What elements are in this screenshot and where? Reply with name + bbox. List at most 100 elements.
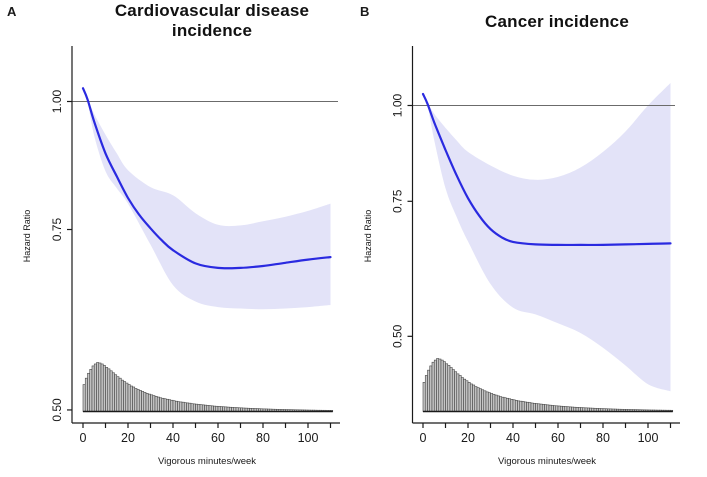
histogram-bar <box>553 405 557 412</box>
histogram-bar <box>458 375 462 412</box>
histogram-bar <box>433 359 437 412</box>
histogram-bar <box>143 392 147 412</box>
histogram-bar <box>494 394 498 412</box>
histogram-bar <box>183 402 187 412</box>
histogram-bar <box>154 396 158 412</box>
histogram-bar <box>213 405 217 412</box>
hazard-ratio-curve <box>421 92 672 247</box>
histogram-bar <box>177 401 181 412</box>
histogram-bar <box>120 379 124 412</box>
histogram-bar <box>188 402 192 412</box>
histogram-bar <box>539 403 543 412</box>
histogram-bar <box>114 374 118 412</box>
x-tick-label: 0 <box>80 431 87 445</box>
histogram-bar <box>472 384 476 412</box>
histogram-bar <box>100 363 104 412</box>
panel-label-a: A <box>7 4 17 19</box>
x-tick-label: 60 <box>211 431 225 445</box>
histogram-bar <box>499 396 503 412</box>
histogram-bar <box>138 390 142 412</box>
histogram-bar <box>559 405 563 412</box>
histogram-bar <box>445 363 449 412</box>
histogram-bar <box>492 393 496 412</box>
histogram-bar <box>161 397 165 412</box>
histogram-bar <box>197 404 201 412</box>
histogram-bar <box>181 401 185 412</box>
histogram-bar <box>530 402 534 412</box>
histogram-bar <box>206 405 210 412</box>
histogram-bar <box>217 406 221 412</box>
histogram-bar <box>510 399 514 412</box>
histogram-bar <box>91 365 95 412</box>
panel-a-title-line2: incidence <box>171 21 253 40</box>
histogram-bar <box>503 397 507 412</box>
histogram-bar <box>147 393 151 412</box>
x-tick-label: 40 <box>506 431 520 445</box>
x-tick-label: 20 <box>461 431 475 445</box>
histogram-bar <box>93 363 97 412</box>
panel-b-title: Cancer incidence <box>422 12 692 32</box>
y-tick-label: 1.00 <box>50 89 64 113</box>
histogram-bar <box>170 399 174 412</box>
histogram-bar <box>186 402 190 412</box>
y-tick-label: 0.50 <box>391 324 405 348</box>
histogram-bar <box>546 404 550 412</box>
histogram-bar <box>102 365 106 412</box>
histogram-bar <box>478 388 482 412</box>
confidence-band <box>83 86 331 310</box>
panel-b: 1.00 0.75 0.50 Hazard Ratio 0 20 40 60 80 100 Vigo… <box>363 46 680 467</box>
histogram-bar <box>440 359 444 412</box>
histogram-bar <box>192 403 196 412</box>
histogram-bar <box>544 404 548 412</box>
histogram-bar <box>550 405 554 412</box>
histogram-bar <box>136 389 140 412</box>
histogram-bar <box>134 388 138 412</box>
x-axis-title: Vigorous minutes/week <box>158 456 256 467</box>
histogram-bar <box>523 401 527 412</box>
histogram-bar <box>215 405 219 412</box>
histogram-bar <box>532 402 536 412</box>
histogram-bar <box>156 396 160 412</box>
histogram-bar <box>541 404 545 412</box>
histogram-bar <box>179 401 183 412</box>
x-axis-title: Vigorous minutes/week <box>498 456 596 467</box>
histogram-bar <box>429 365 433 412</box>
histogram-bar <box>422 382 426 412</box>
y-tick-label: 0.75 <box>50 218 64 242</box>
histogram-bar <box>168 399 172 412</box>
histogram-bar <box>431 361 435 412</box>
histogram-bar <box>222 406 226 412</box>
histogram-bar <box>467 382 471 412</box>
panel-label-b: B <box>360 4 370 19</box>
panel-a: 1.00 0.75 0.50 Hazard Ratio 0 20 40 60 80 100 Vigo… <box>22 46 340 467</box>
x-tick-label: 0 <box>420 431 427 445</box>
histogram-bar <box>116 376 120 412</box>
histogram-bar <box>474 386 478 412</box>
histogram-bar <box>442 361 446 412</box>
histogram-bar <box>483 390 487 412</box>
histogram-bar <box>555 405 559 412</box>
histogram-bar <box>208 405 212 412</box>
y-tick-label: 0.50 <box>50 398 64 422</box>
histogram-bar <box>118 377 122 412</box>
histogram-bar <box>109 370 113 412</box>
histogram-bar <box>481 389 485 412</box>
panel-a-title: Cardiovascular disease incidence <box>77 1 347 41</box>
histogram-bar <box>496 395 500 412</box>
histogram-bar <box>145 393 149 412</box>
histogram-bar <box>566 406 570 412</box>
histogram-bar <box>460 377 464 412</box>
x-tick-label: 80 <box>596 431 610 445</box>
histogram-bar <box>96 362 100 412</box>
histogram-bar <box>427 369 431 412</box>
histogram-bar <box>141 391 145 412</box>
histogram-bar <box>505 397 509 412</box>
histogram-bar <box>463 378 467 412</box>
histogram-bar <box>535 403 539 412</box>
x-tick-label: 100 <box>298 431 319 445</box>
histogram-bar <box>449 367 453 412</box>
histogram-bar <box>424 375 428 412</box>
y-axis-title: Hazard Ratio <box>22 210 32 263</box>
histogram-bar <box>219 406 223 412</box>
